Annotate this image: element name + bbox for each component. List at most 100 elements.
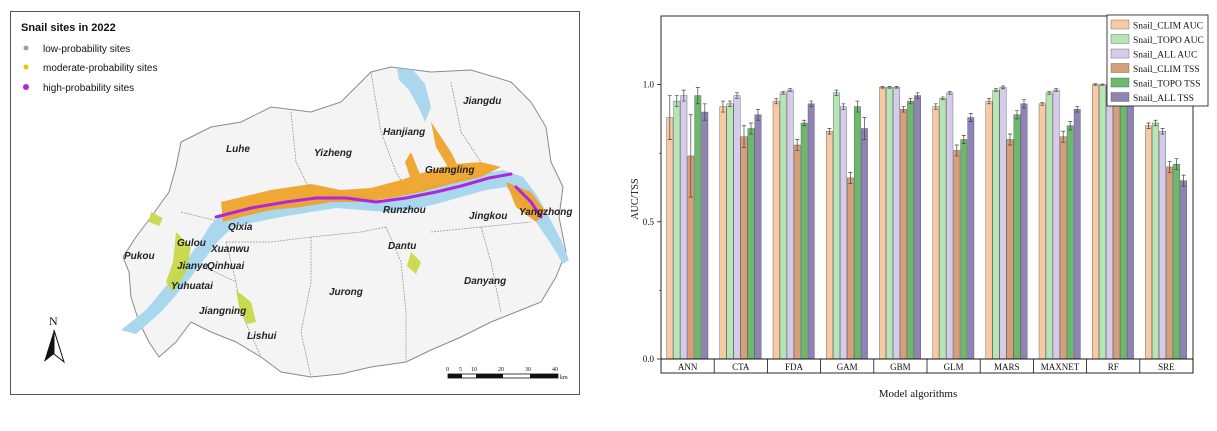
- bar-fda-4: [793, 144, 801, 360]
- bar-rf-2: [1099, 84, 1106, 360]
- error-bar-gam-3: [841, 103, 846, 110]
- bar-maxnet-1: [1038, 103, 1046, 360]
- legend-low: low-probability sites: [43, 44, 130, 55]
- place-labels: Jiangdu Hanjiang Luhe Yizheng Guangling …: [124, 96, 573, 342]
- error-bar-mars-6: [1022, 99, 1026, 109]
- error-bar-sre-6: [1181, 174, 1186, 187]
- bar-gam-2: [832, 92, 840, 360]
- bar-mars-1: [985, 100, 993, 360]
- error-bar-gbm-2: [887, 86, 892, 89]
- category-label-rf: RF: [1108, 362, 1119, 372]
- error-bar-cta-3: [735, 92, 739, 99]
- snail-site-map: Snail sites in 2022 low-probability site…: [21, 22, 573, 381]
- scale-label-40: 40: [552, 367, 558, 373]
- moderate-site-swatch: [23, 64, 29, 70]
- scale-label-0: 0: [446, 367, 449, 373]
- bar-gbm-2: [886, 87, 893, 360]
- error-bar-glm-2: [940, 96, 945, 101]
- bar-maxnet-4: [1059, 136, 1067, 360]
- legend-swatch-6: [1110, 92, 1130, 102]
- legend-swatch-3: [1110, 48, 1130, 59]
- bar-mars-6: [1020, 103, 1028, 360]
- error-bar-cta-5: [749, 122, 753, 135]
- legend-label-3: Snail_ALL AUC: [1133, 51, 1197, 61]
- label-qixia: Qixia: [228, 222, 253, 233]
- error-bar-maxnet-1: [1040, 102, 1045, 106]
- category-label-maxnet: MAXNET: [1041, 362, 1080, 372]
- bar-cta-4: [740, 136, 748, 360]
- bar-glm-1: [932, 106, 940, 360]
- error-bar-sre-1: [1146, 122, 1151, 129]
- error-bar-ann-1: [667, 95, 672, 140]
- error-bar-sre-3: [1160, 128, 1165, 135]
- legend-swatch-1: [1110, 19, 1130, 30]
- category-label-cta: CTA: [732, 362, 750, 372]
- bar-gbm-1: [879, 87, 886, 360]
- error-bar-gam-1: [827, 128, 832, 135]
- bar-cta-6: [754, 114, 762, 360]
- category-label-gbm: GBM: [890, 362, 911, 372]
- bar-sre-4: [1166, 166, 1174, 360]
- scale-label-5: 5: [459, 367, 462, 373]
- bar-glm-5: [960, 139, 968, 360]
- bar-gam-4: [846, 177, 854, 360]
- label-xuanwu: Xuanwu: [210, 244, 249, 255]
- high-site-cluster: [214, 172, 543, 219]
- scale-label-10: 10: [471, 367, 477, 373]
- bar-group: [666, 84, 1188, 360]
- error-bar-cta-6: [756, 108, 760, 121]
- legend-label-5: Snail_TOPO TSS: [1133, 80, 1201, 90]
- error-bar-maxnet-2: [1047, 91, 1052, 95]
- category-label-fda: FDA: [785, 362, 804, 372]
- bar-cta-1: [719, 106, 727, 360]
- high-site-swatch: [23, 84, 29, 90]
- legend-swatch-2: [1110, 34, 1130, 44]
- bar-fda-1: [772, 100, 780, 360]
- bar-gam-5: [853, 106, 861, 360]
- bar-glm-2: [939, 98, 947, 360]
- bar-gbm-6: [914, 95, 921, 360]
- label-danyang: Danyang: [464, 276, 506, 287]
- error-bar-gam-4: [848, 172, 853, 184]
- bar-rf-3: [1106, 84, 1113, 360]
- error-bar-sre-2: [1153, 119, 1158, 127]
- label-runzhou: Runzhou: [383, 205, 426, 216]
- bar-sre-3: [1159, 131, 1167, 360]
- bar-sre-2: [1152, 122, 1160, 360]
- scale-unit: km: [560, 375, 568, 381]
- bar-glm-4: [953, 150, 961, 360]
- error-bar-ann-4: [688, 114, 693, 198]
- error-bar-mars-5: [1015, 110, 1019, 120]
- bar-cta-3: [733, 95, 741, 360]
- label-hanjiang: Hanjiang: [383, 127, 425, 138]
- scale-label-30: 30: [525, 367, 531, 373]
- category-labels: ANN CTA FDA GAM GBM GLM MARS MAXNET RF SRE: [678, 359, 1194, 373]
- category-label-ann: ANN: [678, 362, 698, 372]
- error-bar-fda-3: [788, 88, 793, 92]
- error-bar-ann-3: [681, 89, 686, 102]
- low-site-swatch: [23, 45, 29, 51]
- error-bar-maxnet-5: [1068, 121, 1073, 131]
- gaoyou-lake: [397, 68, 431, 122]
- error-bar-glm-3: [947, 91, 952, 95]
- legend-swatch-4: [1110, 63, 1130, 73]
- bar-gam-3: [839, 106, 847, 360]
- auc-tss-bar-chart: 0.0 0.5 1.0 ANN CTA FDA GAM GBM GLM MARS MAXNET RF…: [630, 14, 1209, 400]
- legend-swatch-5: [1110, 77, 1130, 88]
- label-jiangdu: Jiangdu: [463, 96, 501, 107]
- error-bar-cta-1: [721, 100, 725, 113]
- bar-cta-5: [747, 128, 755, 360]
- y-axis-ticks: 0.0 0.5 1.0: [643, 80, 661, 364]
- bar-ann-2: [673, 100, 681, 360]
- bar-gbm-4: [900, 109, 907, 360]
- bar-mars-4: [1006, 139, 1014, 360]
- bar-rf-5: [1120, 92, 1127, 360]
- category-label-sre: SRE: [1158, 362, 1175, 372]
- x-axis-label: Model algorithms: [879, 388, 958, 400]
- label-qinhuai: Qinhuai: [207, 261, 244, 272]
- bar-gam-6: [860, 128, 868, 360]
- bar-glm-3: [946, 92, 954, 360]
- bar-maxnet-3: [1052, 89, 1060, 360]
- bar-fda-3: [786, 89, 794, 360]
- category-label-glm: GLM: [944, 362, 964, 372]
